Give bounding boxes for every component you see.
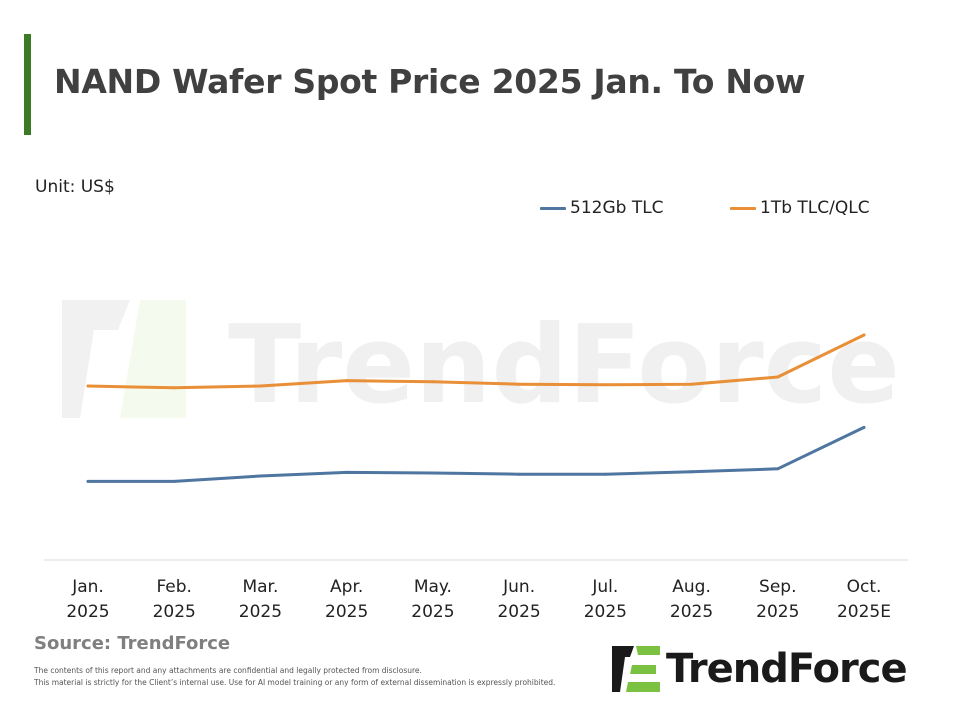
data-point-1tb-tlc-qlc-8	[776, 375, 780, 379]
x-tick-labels: Jan. 2025 Feb. 2025 Mar. 2025 Apr. 2025 May. 2025…	[66, 577, 891, 622]
disclaimer-line-1: The contents of this report and any atta…	[34, 666, 422, 675]
legend-swatch-512gb-tlc	[540, 206, 566, 210]
data-point-1tb-tlc-qlc-7	[690, 382, 694, 386]
source-label: Source: TrendForce	[34, 633, 231, 654]
legend-swatch-1tb-tlc-qlc	[730, 206, 756, 210]
x-tick-label-7: Aug. 2025	[670, 577, 713, 622]
data-point-1tb-tlc-qlc-4	[431, 380, 435, 384]
data-point-512gb-tlc-9	[862, 425, 866, 429]
series-line-512gb-tlc	[86, 425, 866, 483]
x-tick-label-6: Jul. 2025	[584, 577, 627, 622]
trendforce-logo: TrendForce	[612, 646, 908, 692]
x-tick-label-9: Oct. 2025E	[837, 577, 891, 622]
trendforce-logo-mark	[612, 646, 660, 692]
data-point-512gb-tlc-5	[517, 472, 521, 476]
x-tick-label-8: Sep. 2025	[756, 577, 799, 622]
data-point-1tb-tlc-qlc-9	[862, 333, 866, 337]
series-line-1tb-tlc-qlc	[86, 333, 866, 390]
data-point-512gb-tlc-6	[603, 472, 607, 476]
data-point-1tb-tlc-qlc-3	[345, 379, 349, 383]
legend-label-1tb-tlc-qlc: 1Tb TLC/QLC	[760, 198, 870, 218]
data-point-1tb-tlc-qlc-6	[603, 383, 607, 387]
legend-item-1tb-tlc-qlc: 1Tb TLC/QLC	[730, 197, 870, 219]
disclaimer-line-2: This material is strictly for the Client…	[34, 678, 556, 687]
watermark: TrendForce	[62, 300, 900, 428]
x-tick-label-0: Jan. 2025	[66, 577, 109, 622]
unit-label: Unit: US$	[35, 177, 115, 197]
chart-title: NAND Wafer Spot Price 2025 Jan. To Now	[54, 62, 806, 101]
x-tick-label-2: Mar. 2025	[239, 577, 282, 622]
data-point-1tb-tlc-qlc-2	[258, 384, 262, 388]
series-layer	[86, 333, 866, 483]
title-accent-bar	[24, 34, 31, 135]
x-tick-label-5: Jun. 2025	[497, 577, 540, 622]
x-tick-label-3: Apr. 2025	[325, 577, 368, 622]
data-point-512gb-tlc-0	[86, 479, 90, 483]
data-point-512gb-tlc-1	[172, 479, 176, 483]
watermark-logo-mark	[62, 300, 130, 418]
data-point-1tb-tlc-qlc-1	[172, 386, 176, 390]
legend-item-512gb-tlc: 512Gb TLC	[540, 197, 664, 219]
trendforce-logo-text: TrendForce	[666, 646, 908, 692]
data-point-1tb-tlc-qlc-0	[86, 384, 90, 388]
legend-label-512gb-tlc: 512Gb TLC	[570, 198, 664, 218]
x-tick-label-4: May. 2025	[411, 577, 454, 622]
watermark-text: TrendForce	[228, 303, 900, 428]
data-point-512gb-tlc-2	[258, 474, 262, 478]
data-point-512gb-tlc-7	[690, 470, 694, 474]
data-point-1tb-tlc-qlc-5	[517, 382, 521, 386]
watermark-logo-mark-accent	[120, 300, 186, 418]
data-point-512gb-tlc-8	[776, 467, 780, 471]
x-tick-label-1: Feb. 2025	[153, 577, 196, 622]
data-point-512gb-tlc-3	[345, 470, 349, 474]
data-point-512gb-tlc-4	[431, 471, 435, 475]
